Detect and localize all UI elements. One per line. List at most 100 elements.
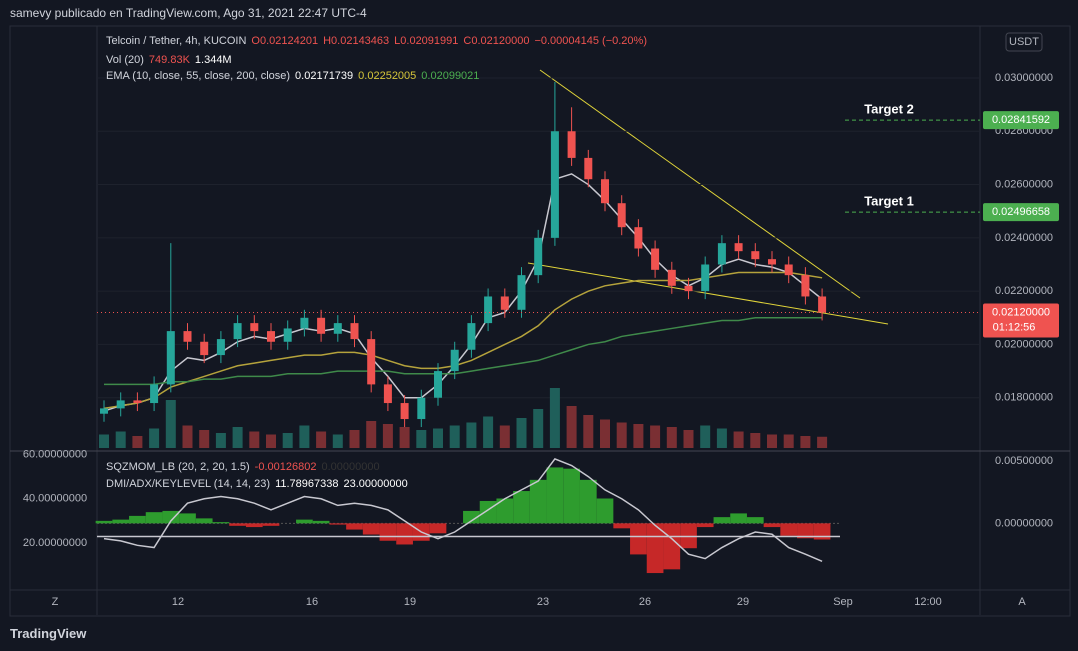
currency-box	[1005, 32, 1043, 52]
x-tick-label: 16	[306, 596, 318, 608]
volume-bar	[299, 425, 310, 448]
adx-tick-label: 60.00000000	[23, 448, 87, 460]
dmi-value: 11.78967338	[275, 478, 339, 490]
legend-row: Telcoin / Tether, 4h, KUCOIN O0.02124201 H…	[106, 35, 652, 47]
candle-body	[467, 323, 476, 350]
volume-bar	[499, 425, 510, 448]
adx-tick-label: 40.00000000	[23, 493, 87, 505]
y-tick-label: 0.01800000	[995, 392, 1053, 404]
candle-body	[617, 203, 626, 228]
volume-bar	[516, 418, 527, 448]
momentum-bar	[262, 523, 280, 526]
volume-bar	[332, 434, 343, 448]
candle-body	[400, 403, 409, 420]
volume-bar	[349, 430, 360, 448]
target-label: Target 2	[864, 102, 914, 117]
sqz-name: SQZMOM_LB (20, 2, 20, 1.5)	[106, 461, 250, 473]
volume-bar	[433, 428, 443, 448]
volume-bar	[700, 425, 711, 448]
volume-bar	[266, 434, 276, 448]
target-tag	[983, 111, 1059, 130]
volume-bar	[783, 434, 794, 448]
momentum-bar	[312, 520, 330, 524]
volume-bar	[249, 431, 260, 448]
x-tick-label: 29	[737, 596, 749, 608]
momentum-bar	[613, 523, 631, 529]
momentum-bar	[630, 523, 647, 555]
candle-body	[333, 323, 342, 334]
volume-bar	[132, 436, 143, 448]
momentum-bar	[429, 523, 447, 534]
volume-bar	[316, 431, 327, 448]
target-tag	[983, 203, 1059, 222]
vol-ma: 1.344M	[194, 54, 232, 66]
candle-body	[216, 339, 225, 356]
volume-bar	[165, 400, 176, 448]
candle-body	[200, 341, 209, 356]
volume-bar	[750, 433, 761, 448]
candle-body	[100, 408, 108, 414]
candle-body	[383, 384, 392, 404]
volume-bar	[733, 431, 744, 448]
momentum-bar	[730, 513, 747, 524]
momentum-bar	[813, 523, 831, 540]
momentum-bar	[479, 500, 497, 524]
ohlc: O0.02124201	[251, 35, 319, 47]
x-tick-label: 19	[404, 596, 416, 608]
publisher: samevy publicado en TradingView.com, Ago…	[10, 6, 367, 20]
brand: TradingView	[10, 626, 87, 641]
candle-body	[183, 331, 192, 342]
candle-body	[751, 251, 760, 260]
dmi-key: 23.00000000	[343, 478, 408, 490]
volume-bar	[115, 431, 126, 448]
target-label: Target 1	[864, 194, 914, 209]
momentum-bar	[212, 522, 230, 524]
y-tick-label: 0.02400000	[995, 232, 1053, 244]
momentum-bar	[780, 523, 798, 536]
dmi-name: DMI/ADX/KEYLEVEL (14, 14, 23)	[106, 478, 271, 490]
candle-body	[550, 131, 559, 238]
volume-bar	[566, 406, 577, 448]
x-tick-label: 26	[639, 596, 651, 608]
volume-bar	[666, 427, 677, 448]
candle-body	[784, 264, 793, 276]
volume-bar	[683, 430, 694, 448]
y-tick-label: 0.03000000	[995, 72, 1053, 84]
volume-bar	[449, 425, 460, 448]
y2-tick-label: 0.00500000	[995, 455, 1053, 467]
candle-body	[166, 331, 175, 385]
candle-body	[116, 400, 125, 409]
volume-bar	[215, 433, 226, 448]
momentum-bar	[396, 523, 413, 545]
momentum-bar	[696, 523, 714, 528]
ohlc: H0.02143463	[323, 35, 390, 47]
candle-body	[651, 248, 660, 270]
candle-body	[133, 400, 142, 404]
volume-bar	[382, 424, 393, 448]
volume-bar	[800, 436, 811, 448]
momentum-bar	[162, 510, 180, 524]
price-tag	[983, 303, 1059, 338]
x-tick-label: Z	[52, 596, 59, 608]
sqz-value: -0.00126802	[254, 461, 317, 473]
target-tag-text: 0.02496658	[992, 206, 1050, 218]
ema-line	[104, 317, 823, 386]
volume-bar	[366, 421, 377, 448]
ohlc: C0.02120000	[463, 35, 530, 47]
candle-body	[667, 269, 676, 286]
candle-body	[717, 243, 726, 265]
candle-body	[250, 323, 259, 332]
ema-value: 0.02252005	[358, 70, 417, 82]
volume-bar	[716, 428, 727, 448]
sqz-zero: 0.00000000	[321, 461, 380, 473]
adx-line	[103, 457, 823, 562]
candle-body	[150, 384, 159, 404]
candle-body	[283, 328, 292, 342]
adx-tick-label: 20.00000000	[23, 537, 87, 549]
x-tick-label: 12:00	[914, 596, 942, 608]
momentum-bar	[663, 523, 681, 570]
symbol: Telcoin / Tether, 4h, KUCOIN	[106, 35, 247, 47]
volume-bar	[483, 416, 494, 448]
candle-body	[701, 264, 710, 292]
